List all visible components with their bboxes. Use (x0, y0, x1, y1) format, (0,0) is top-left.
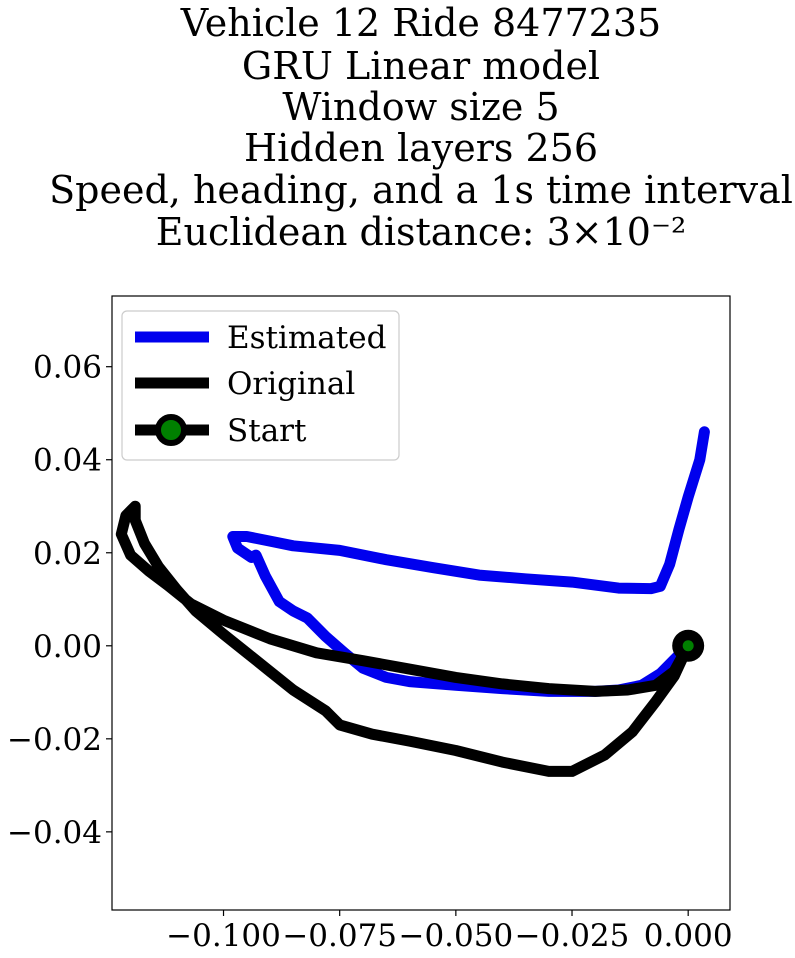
legend-box (121, 310, 400, 461)
title-line-1: Vehicle 12 Ride 8477235 (180, 1, 661, 45)
x-tick-label: −0.025 (515, 918, 630, 954)
legend-label-original: Original (227, 366, 355, 402)
series-line-original (115, 500, 694, 777)
title-line-6: Euclidean distance: 3×10⁻² (156, 210, 687, 254)
y-tick-label: 0.06 (33, 350, 102, 386)
x-axis-ticks: −0.100 −0.075 −0.050 −0.025 0.000 (166, 910, 733, 954)
legend-marker-start (155, 414, 187, 446)
start-marker-inner (682, 640, 694, 652)
plot-frame (111, 295, 731, 911)
chart-title: Vehicle 12 Ride 8477235 GRU Linear model… (49, 1, 793, 254)
y-tick-label: 0.00 (33, 629, 102, 665)
x-tick-label: 0.000 (644, 918, 733, 954)
title-line-2: GRU Linear model (242, 44, 600, 88)
legend-label-estimated: Estimated (227, 320, 386, 356)
x-tick-label: −0.100 (166, 918, 281, 954)
y-axis-ticks: −0.04 −0.02 0.00 0.02 0.04 0.06 (7, 350, 112, 851)
y-tick-label: −0.02 (7, 722, 102, 758)
legend: Estimated Original Start (121, 310, 400, 461)
y-tick-label: −0.04 (7, 815, 102, 851)
y-tick-label: 0.04 (33, 443, 102, 479)
marker-layer (672, 629, 705, 662)
legend-label-start: Start (227, 413, 307, 449)
title-line-5: Speed, heading, and a 1s time interval (49, 168, 793, 212)
x-tick-label: −0.075 (282, 918, 397, 954)
series-layer (115, 426, 710, 777)
title-line-3: Window size 5 (282, 85, 559, 129)
title-line-4: Hidden layers 256 (244, 126, 598, 170)
x-tick-label: −0.050 (398, 918, 513, 954)
y-tick-label: 0.02 (33, 536, 102, 572)
